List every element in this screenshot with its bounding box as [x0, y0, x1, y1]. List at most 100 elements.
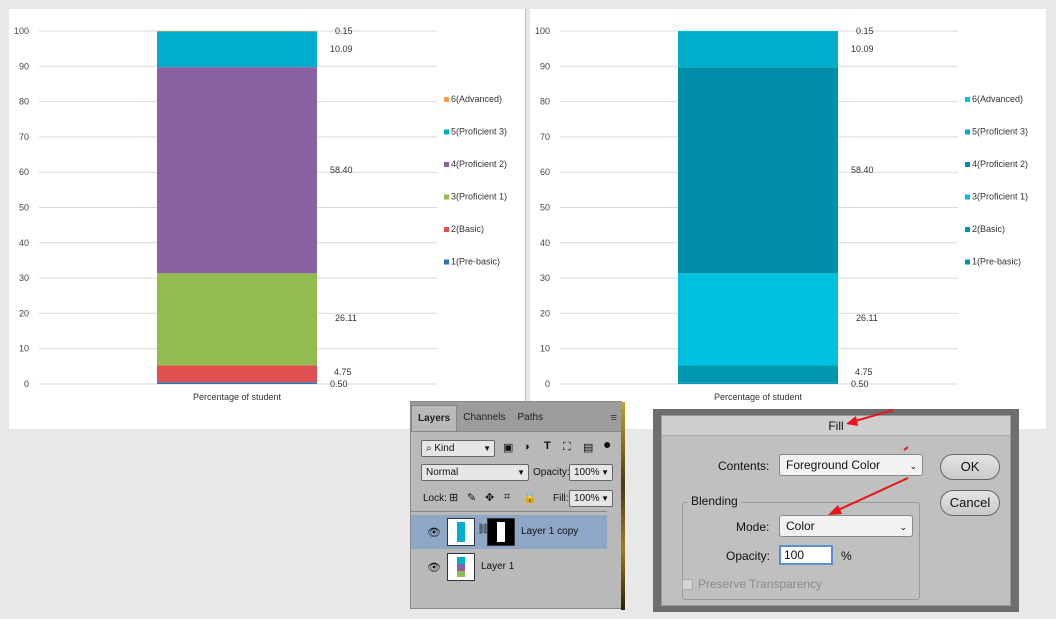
- tab-layers[interactable]: Layers: [411, 405, 458, 431]
- legend-entry: 1(Pre-basic): [972, 257, 1021, 267]
- stacked-bar-chart-right: 0 10 20 30 40 50 60 70 80 90 100 0.50 4.75 26.11 58.40…: [535, 26, 1028, 402]
- chevron-down-icon: ▼: [483, 444, 491, 453]
- ok-button[interactable]: OK: [940, 454, 1000, 480]
- legend-swatch: [444, 194, 449, 200]
- mode-value: Color: [786, 519, 815, 533]
- legend-swatch: [444, 259, 449, 265]
- bar-segment: [678, 31, 838, 32]
- legend-entry: 2(Basic): [972, 224, 1005, 234]
- bar-segment: [678, 365, 838, 383]
- y-tick-label: 90: [19, 61, 29, 71]
- data-label: 58.40: [330, 165, 353, 175]
- contents-label: Contents:: [718, 459, 770, 473]
- legend-swatch: [965, 259, 970, 265]
- layer-row-layer-1-copy[interactable]: 👁 ⛓ Layer 1 copy: [411, 515, 607, 549]
- lock-label: Lock:: [423, 493, 447, 504]
- contents-select[interactable]: Foreground Color ⌄: [779, 454, 923, 476]
- opacity-input[interactable]: 100: [779, 545, 833, 565]
- legend-entry: 3(Proficient 1): [972, 192, 1028, 202]
- lock-artboard-icon[interactable]: ⌗: [504, 491, 511, 503]
- data-label: 26.11: [335, 313, 357, 323]
- legend-swatch: [965, 129, 970, 135]
- divider: [411, 511, 607, 512]
- y-tick-label: 10: [540, 344, 550, 354]
- y-tick-label: 0: [24, 379, 29, 389]
- chevron-down-icon: ▼: [601, 468, 609, 477]
- fill-field[interactable]: 100% ▼: [569, 490, 613, 507]
- y-tick-label: 30: [540, 273, 550, 283]
- y-tick-label: 80: [540, 97, 550, 107]
- layer-name: Layer 1: [481, 561, 515, 572]
- blending-label: Blending: [688, 494, 741, 508]
- tab-paths[interactable]: Paths: [517, 412, 544, 423]
- filter-toggle-icon[interactable]: ●: [603, 436, 612, 452]
- bar-segment: [678, 382, 838, 384]
- lock-position-icon[interactable]: ✥: [485, 492, 495, 504]
- fill-dialog-window: Fill Contents: Foreground Color ⌄ OK Can…: [661, 415, 1011, 606]
- opacity-field[interactable]: 100% ▼: [569, 464, 613, 481]
- cancel-button[interactable]: Cancel: [940, 490, 1000, 516]
- link-chain-icon[interactable]: ⛓: [477, 524, 490, 535]
- y-tick-label: 0: [545, 379, 550, 389]
- adjustment-filter-icon[interactable]: ◑: [523, 441, 530, 453]
- preserve-transparency-checkbox[interactable]: [682, 579, 693, 590]
- filter-kind-select[interactable]: ⌕ Kind ▼: [421, 440, 495, 457]
- image-edge-strip: [621, 402, 625, 610]
- panel-menu-icon[interactable]: ≡: [610, 412, 617, 424]
- bar-segment: [678, 31, 838, 68]
- legend-entry: 5(Proficient 3): [972, 127, 1028, 137]
- layer-row-layer-1[interactable]: 👁 Layer 1: [411, 550, 607, 584]
- dialog-title: Fill: [662, 416, 1010, 436]
- tab-channels[interactable]: Channels: [463, 412, 506, 423]
- data-label: 4.75: [334, 367, 352, 377]
- x-tick-label: Percentage of student: [193, 392, 282, 402]
- legend-swatch: [444, 129, 449, 135]
- y-tick-label: 60: [19, 167, 29, 177]
- blend-mode-select[interactable]: Normal ▼: [421, 464, 529, 481]
- y-tick-label: 100: [14, 26, 29, 36]
- layer-thumbnail: [447, 518, 475, 546]
- layer-name: Layer 1 copy: [521, 526, 579, 537]
- stacked-bar-chart-left: 0 10 20 30 40 50 60 70 80 90 100 0.50 4.75 26.11 58.40…: [14, 26, 507, 402]
- eye-icon[interactable]: 👁: [427, 562, 441, 574]
- legend-swatch: [444, 97, 449, 102]
- y-tick-label: 20: [540, 308, 550, 318]
- chevron-down-icon: ⌄: [909, 461, 917, 471]
- opacity-label: Opacity:: [533, 467, 570, 478]
- legend-entry: 2(Basic): [451, 224, 484, 234]
- y-tick-label: 70: [540, 132, 550, 142]
- layer-mask-thumbnail: [487, 518, 515, 546]
- blend-mode-value: Normal: [426, 467, 459, 478]
- shape-filter-icon[interactable]: ⛶: [563, 441, 571, 453]
- lock-transparent-icon[interactable]: ⊞: [449, 492, 459, 504]
- type-filter-icon[interactable]: T: [544, 440, 551, 452]
- fill-value: 100%: [574, 493, 600, 504]
- legend-entry: 3(Proficient 1): [451, 192, 507, 202]
- search-icon: ⌕: [426, 443, 432, 454]
- smart-object-filter-icon[interactable]: ▤: [583, 442, 594, 454]
- layers-panel-tabs: Layers Channels Paths ≡: [411, 402, 621, 432]
- bar-segment: [157, 273, 317, 366]
- pixel-filter-icon[interactable]: ▣: [503, 442, 514, 454]
- data-label: 4.75: [855, 367, 873, 377]
- bar-segment: [678, 273, 838, 366]
- legend-entry: 5(Proficient 3): [451, 127, 507, 137]
- y-tick-label: 50: [19, 203, 29, 213]
- eye-icon[interactable]: 👁: [427, 527, 441, 539]
- y-tick-label: 90: [540, 61, 550, 71]
- legend-swatch: [965, 97, 970, 102]
- data-label: 0.15: [335, 26, 353, 36]
- bar-segment: [157, 382, 317, 384]
- legend-swatch: [444, 227, 449, 232]
- legend-swatch: [444, 162, 449, 167]
- mode-select[interactable]: Color ⌄: [779, 515, 913, 537]
- y-tick-label: 30: [19, 273, 29, 283]
- lock-all-icon[interactable]: 🔒: [523, 492, 537, 504]
- y-tick-label: 40: [540, 238, 550, 248]
- y-tick-label: 100: [535, 26, 550, 36]
- y-tick-label: 60: [540, 167, 550, 177]
- chevron-down-icon: ▼: [601, 494, 609, 503]
- y-tick-label: 70: [19, 132, 29, 142]
- lock-brush-icon[interactable]: ✎: [467, 492, 477, 504]
- y-tick-label: 80: [19, 97, 29, 107]
